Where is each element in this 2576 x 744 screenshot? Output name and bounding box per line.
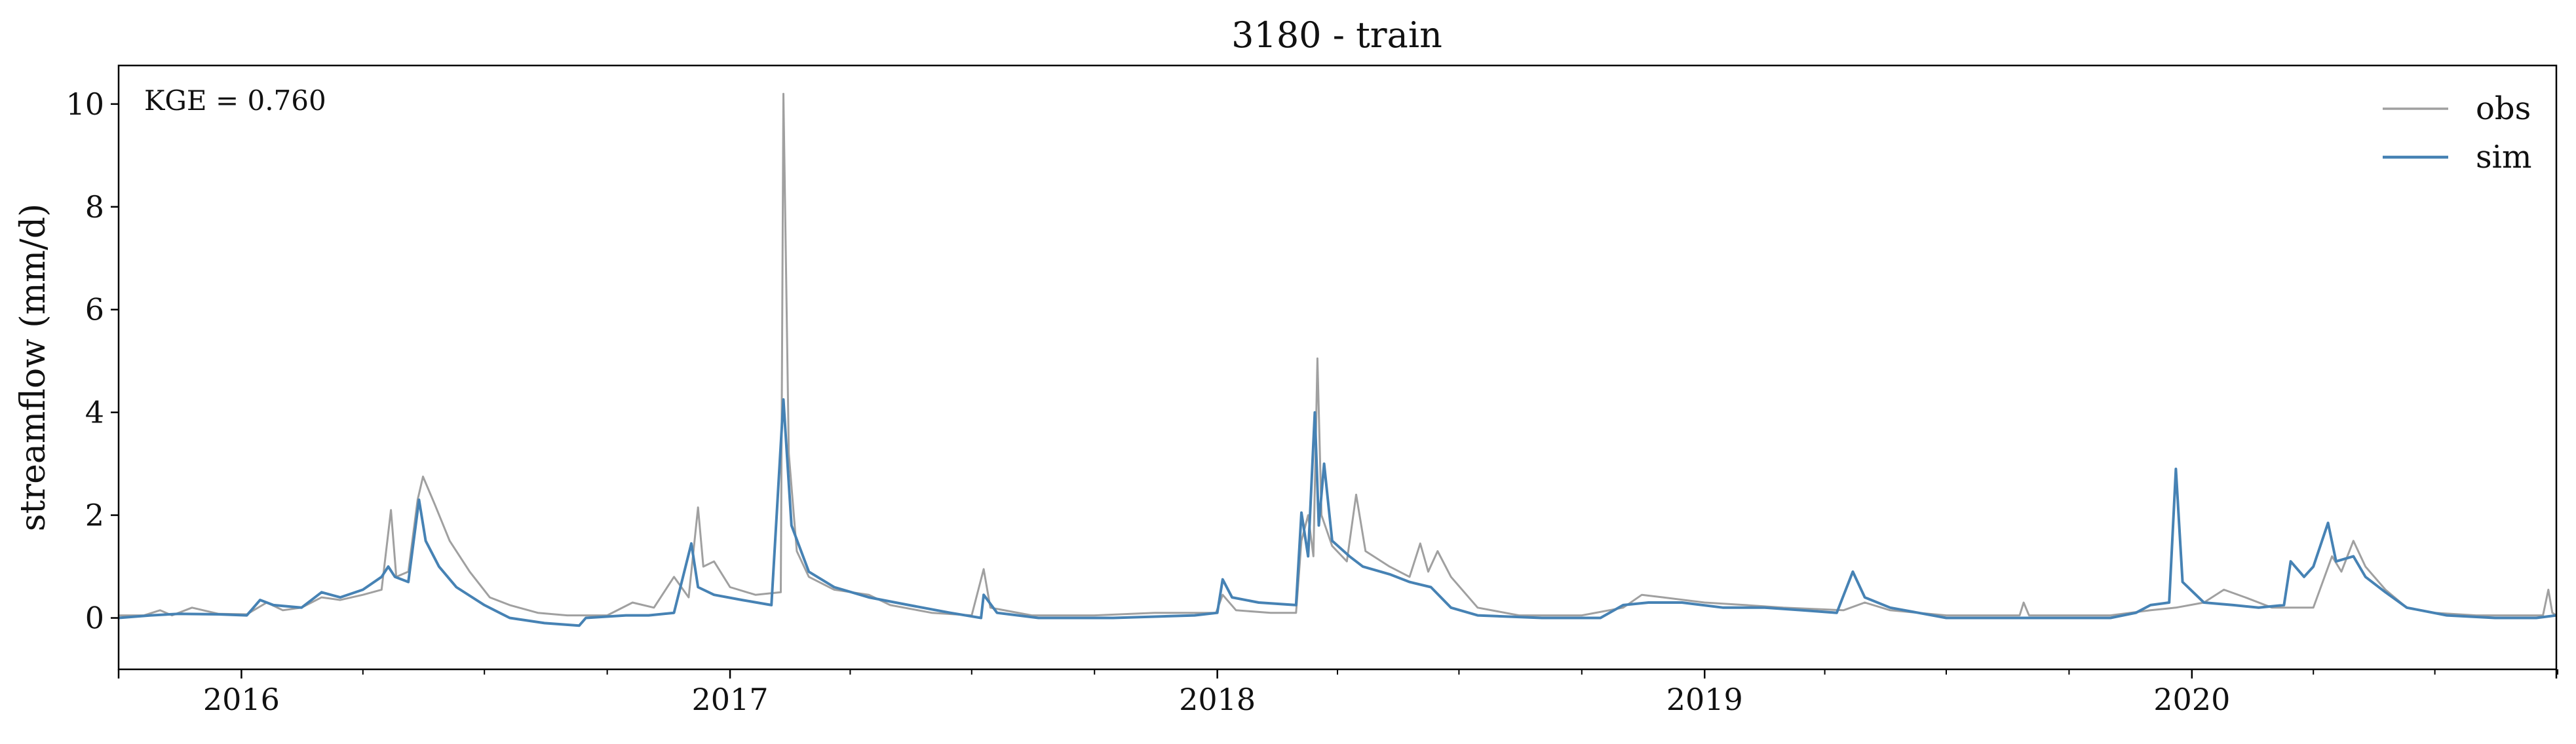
series-sim	[118, 398, 2557, 627]
x-tick-label: 2018	[1179, 682, 1256, 717]
y-tick-label: 10	[66, 86, 104, 122]
chart-title: 3180 - train	[1231, 14, 1442, 56]
y-axis: 0 2 4 6 8 10	[66, 86, 119, 636]
y-axis-title: streamflow (mm/d)	[14, 204, 53, 532]
plot-area	[118, 92, 2557, 627]
y-tick-label: 6	[85, 292, 104, 327]
x-tick-label: 2020	[2153, 682, 2230, 717]
x-tick-label: 2016	[203, 682, 280, 717]
x-tick-label: 2019	[1666, 682, 1743, 717]
x-tick-label: 2017	[692, 682, 769, 717]
legend[interactable]: obs sim	[2383, 90, 2532, 176]
y-tick-label: 4	[85, 395, 104, 430]
series-line-obs	[119, 92, 2557, 617]
axes-frame	[117, 64, 2558, 671]
series-line-sim	[118, 398, 2557, 627]
y-tick-label: 2	[85, 498, 104, 533]
x-axis: 2016 2017 2018 2019 2020	[117, 669, 2559, 717]
legend-label-obs: obs	[2476, 90, 2531, 127]
y-tick-label: 8	[85, 189, 104, 225]
legend-label-sim: sim	[2476, 139, 2532, 176]
kge-annotation: KGE = 0.760	[144, 84, 326, 117]
y-tick-label: 0	[85, 601, 104, 636]
series-obs	[119, 92, 2557, 617]
